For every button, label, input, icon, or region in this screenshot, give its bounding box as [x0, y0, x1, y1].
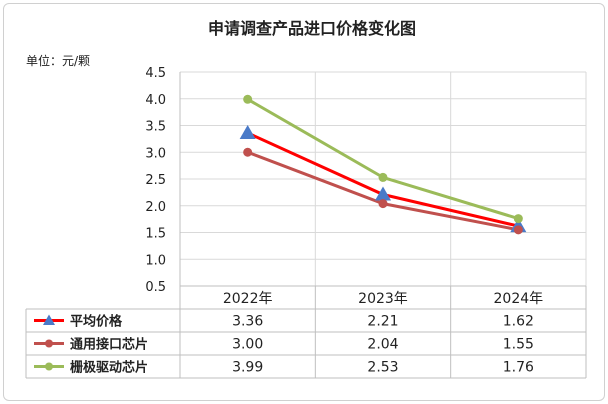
legend-key-marker	[45, 339, 53, 348]
y-tick-label: 4.0	[145, 93, 166, 108]
data-point	[243, 94, 253, 104]
x-tick-label: 2024年	[494, 291, 544, 307]
data-label: 3.36	[232, 314, 263, 330]
y-tick-label: 0.5	[145, 280, 166, 295]
data-label: 1.62	[503, 314, 534, 330]
legend-key-marker	[43, 314, 55, 325]
legend-label: 通用接口芯片	[70, 337, 148, 353]
y-tick-label: 3.5	[145, 120, 166, 135]
legend-key-marker	[45, 362, 53, 371]
series-lines	[239, 94, 527, 235]
chart-title: 申请调查产品进口价格变化图	[208, 19, 416, 38]
legend-label: 平均价格	[70, 314, 123, 330]
chart-frame	[3, 3, 605, 401]
legend-label: 栅极驱动芯片	[70, 360, 148, 376]
y-tick-label: 1.5	[145, 227, 166, 242]
y-axis: 0.5 1.0 1.5 2.0 2.5 3.0 3.5 4.0 4.5	[145, 66, 181, 295]
data-label: 3.99	[232, 360, 263, 376]
x-tick-label: 2022年	[223, 291, 273, 307]
data-point	[513, 225, 523, 235]
data-point	[378, 172, 388, 182]
data-point	[375, 186, 391, 201]
data-label: 2.04	[367, 337, 398, 353]
y-tick-label: 2.0	[145, 200, 166, 215]
data-label: 3.00	[232, 337, 263, 353]
y-tick-label: 1.0	[145, 253, 166, 268]
data-point	[243, 147, 253, 157]
data-label: 1.76	[503, 360, 534, 376]
data-point	[378, 199, 388, 209]
data-label: 1.55	[503, 337, 534, 353]
x-tick-label: 2023年	[358, 291, 408, 307]
unit-label: 单位：元/颗	[26, 53, 90, 68]
y-tick-label: 4.5	[145, 66, 166, 81]
data-point	[239, 124, 256, 139]
data-label: 2.21	[367, 314, 398, 330]
y-tick-label: 3.0	[145, 146, 166, 161]
data-point	[513, 214, 523, 224]
y-tick-label: 2.5	[145, 173, 166, 188]
data-label: 2.53	[367, 360, 398, 376]
